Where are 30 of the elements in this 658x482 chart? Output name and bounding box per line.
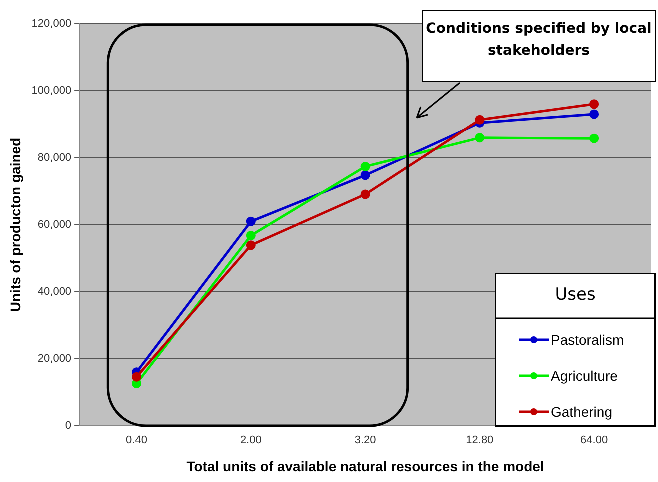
legend-label: Pastoralism xyxy=(551,332,624,348)
point xyxy=(360,162,370,172)
x-tick-label: 0.40 xyxy=(126,434,148,447)
legend-label: Agriculture xyxy=(551,368,618,384)
y-tick-label: 60,000 xyxy=(38,219,72,232)
point xyxy=(360,170,370,180)
point xyxy=(590,110,600,120)
point xyxy=(246,230,256,240)
point xyxy=(590,100,600,110)
x-tick-label: 12.80 xyxy=(466,434,494,447)
point xyxy=(475,115,485,125)
legend-label: Gathering xyxy=(551,404,612,420)
y-tick-label: 100,000 xyxy=(32,85,72,98)
x-tick-label: 64.00 xyxy=(580,434,608,447)
x-tick-label: 3.20 xyxy=(354,434,376,447)
x-tick-label: 2.00 xyxy=(240,434,262,447)
point xyxy=(132,372,142,382)
point xyxy=(246,216,256,226)
y-tick-label: 120,000 xyxy=(32,18,72,30)
y-axis-title: Units of producton gained xyxy=(7,138,24,312)
point xyxy=(590,134,600,144)
point xyxy=(475,133,485,143)
point xyxy=(360,190,370,200)
point xyxy=(246,240,256,250)
legend-title: Uses xyxy=(554,284,597,307)
y-tick-label: 80,000 xyxy=(38,152,72,164)
y-tick-label: 40,000 xyxy=(38,286,72,298)
x-axis-title: Total units of available natural resources in the model xyxy=(186,458,544,474)
y-tick-label: 0 xyxy=(65,420,72,432)
y-tick-label: 20,000 xyxy=(38,353,72,366)
